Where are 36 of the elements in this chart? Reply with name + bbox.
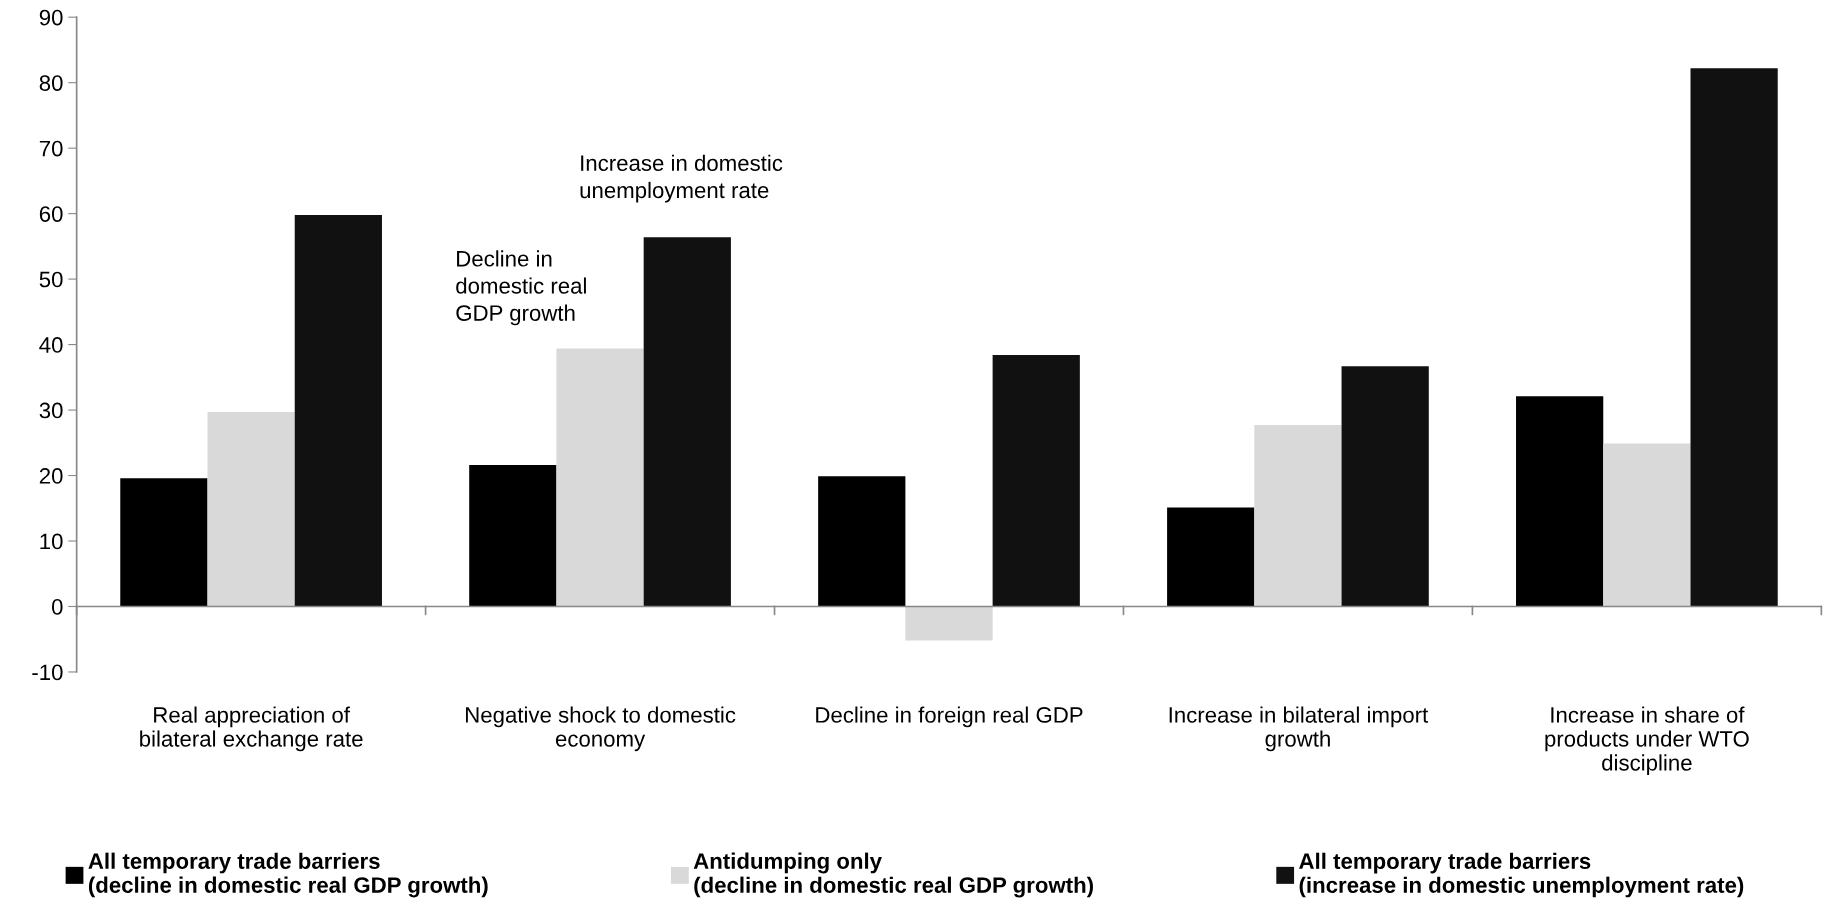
bar bbox=[120, 478, 208, 607]
bar bbox=[556, 348, 644, 607]
x-tick-label: Negative shock to domestic economy bbox=[466, 706, 736, 752]
y-tick-label: 40 bbox=[39, 337, 63, 353]
y-tick-label: 50 bbox=[39, 271, 63, 288]
legend-label: All temporary trade barriers (increase in domestic unemployment rate) bbox=[1299, 852, 1744, 898]
y-tick-label: 30 bbox=[39, 402, 63, 419]
bar bbox=[294, 214, 382, 607]
annotation: Decline in domestic real GDP growth bbox=[456, 250, 586, 326]
y-tick-label: 20 bbox=[39, 468, 63, 484]
y-tick-label: 10 bbox=[40, 533, 63, 550]
y-tick-label: 90 bbox=[39, 9, 63, 26]
bar bbox=[1690, 68, 1778, 607]
bar bbox=[992, 355, 1080, 607]
x-tick-label: Decline in foreign real GDP bbox=[816, 706, 1083, 728]
x-tick-label: Increase in bilateral import growth bbox=[1169, 706, 1429, 752]
x-tick-label: Increase in share of products under WTO discipline bbox=[1545, 706, 1749, 776]
legend-label: Antidumping only (decline in domestic real GDP growth) bbox=[693, 852, 1093, 898]
bar bbox=[207, 412, 295, 607]
legend-label: All temporary trade barriers (decline in domestic real GDP growth) bbox=[88, 852, 488, 898]
y-tick-label: 0 bbox=[51, 599, 63, 615]
annotation: Increase in domestic unemployment rate bbox=[580, 154, 783, 203]
bar bbox=[1516, 396, 1604, 607]
bar bbox=[1603, 443, 1691, 607]
y-tick-label: 70 bbox=[39, 140, 63, 157]
bar bbox=[1254, 425, 1342, 607]
bar bbox=[818, 476, 906, 607]
y-tick-label: -10 bbox=[32, 664, 63, 681]
y-tick-label: 60 bbox=[39, 206, 63, 222]
bar bbox=[905, 606, 993, 641]
bar bbox=[1341, 366, 1429, 607]
bar bbox=[469, 465, 557, 607]
y-tick-label: 80 bbox=[39, 75, 63, 91]
bar bbox=[643, 237, 731, 607]
x-tick-label: Real appreciation of bilateral exchange rate bbox=[140, 706, 363, 752]
bar bbox=[1167, 507, 1255, 607]
